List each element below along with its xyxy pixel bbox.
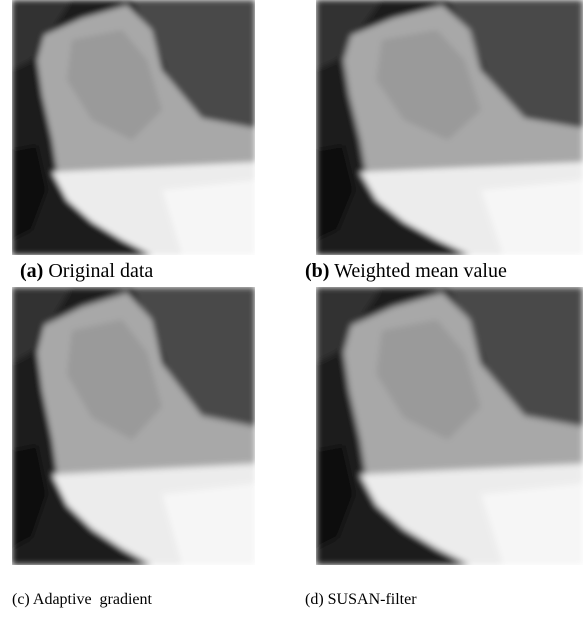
image-a — [12, 0, 255, 255]
caption-label: (b) — [305, 260, 329, 282]
caption: (d) SUSAN-filter — [305, 591, 417, 609]
image-d — [316, 287, 583, 565]
caption-label: (c) — [12, 591, 30, 608]
caption: (c) Adaptive gradient — [12, 591, 152, 609]
caption: (a) Original data — [20, 260, 153, 283]
caption-text: Weighted mean value — [334, 260, 507, 282]
caption-text: Original data — [48, 260, 153, 282]
caption-label: (d) — [305, 591, 324, 608]
image-b — [316, 0, 583, 255]
figure-page: (a) Original data (b) Weighted mean valu… — [0, 0, 583, 626]
caption-text: Adaptive gradient — [33, 591, 152, 608]
caption-text: SUSAN-filter — [328, 591, 417, 608]
image-c — [12, 287, 255, 565]
caption-label: (a) — [20, 260, 43, 282]
caption: (b) Weighted mean value — [305, 260, 507, 283]
